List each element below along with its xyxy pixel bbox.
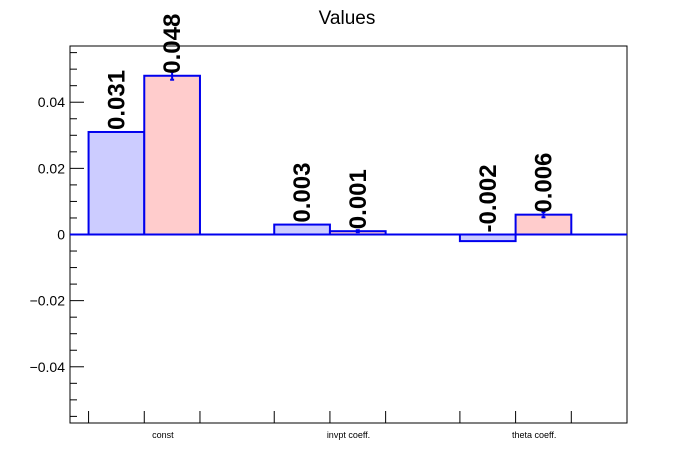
bar-value-label: 0.001 xyxy=(345,169,372,229)
y-tick-label: 0.04 xyxy=(38,94,65,110)
bar xyxy=(143,74,201,236)
bar-value-label: 0.003 xyxy=(289,163,316,223)
x-tick-label: invpt coeff. xyxy=(327,430,370,440)
y-axis: −0.04 −0.02 0 0.02 0.04 xyxy=(30,52,84,417)
bar-value-label: 0.048 xyxy=(159,14,186,74)
bar-value-label: -0.002 xyxy=(475,164,502,232)
bar-labels: 0.031 0.003 -0.002 0.048 0.001 0.006 xyxy=(103,14,557,233)
x-tick-label: const xyxy=(152,430,174,440)
y-tick-label: 0.02 xyxy=(38,160,65,176)
y-tick-label: −0.04 xyxy=(30,359,66,375)
bar-value-label: 0.006 xyxy=(530,153,557,213)
y-tick-label: 0 xyxy=(57,227,65,243)
bar xyxy=(87,130,146,236)
bar xyxy=(273,223,331,236)
x-tick-label: theta coeff. xyxy=(512,430,556,440)
y-tick-label: −0.02 xyxy=(30,293,66,309)
bars xyxy=(87,70,573,243)
chart-title: Values xyxy=(319,8,376,29)
bar-value-label: 0.031 xyxy=(103,70,130,130)
x-axis: const invpt coeff. theta coeff. xyxy=(88,411,572,440)
